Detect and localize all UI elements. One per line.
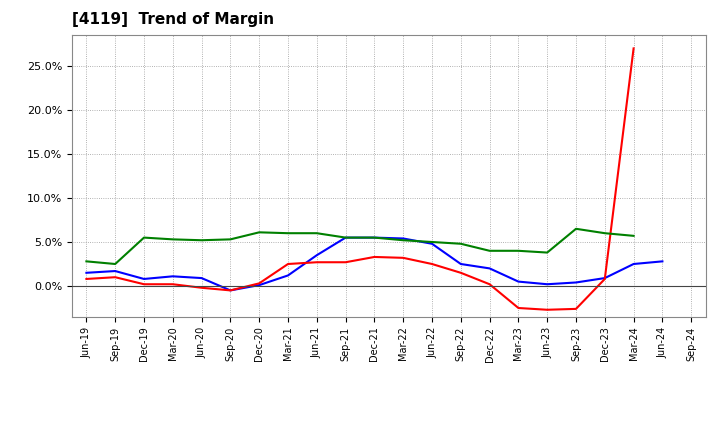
Net Income [428,261,436,267]
Ordinary Income [399,236,408,241]
Ordinary Income [629,261,638,267]
Operating Cashflow [140,235,148,240]
Ordinary Income [111,268,120,274]
Net Income [514,305,523,311]
Net Income [456,270,465,275]
Operating Cashflow [255,230,264,235]
Net Income [111,275,120,280]
Operating Cashflow [168,237,177,242]
Ordinary Income [514,279,523,284]
Operating Cashflow [428,239,436,245]
Ordinary Income [168,274,177,279]
Net Income [485,282,494,287]
Ordinary Income [543,282,552,287]
Text: [4119]  Trend of Margin: [4119] Trend of Margin [72,12,274,27]
Net Income [312,260,321,265]
Ordinary Income [284,273,292,278]
Net Income [168,282,177,287]
Ordinary Income [82,270,91,275]
Ordinary Income [255,282,264,288]
Operating Cashflow [370,235,379,240]
Operating Cashflow [312,231,321,236]
Operating Cashflow [456,241,465,246]
Ordinary Income [658,259,667,264]
Operating Cashflow [629,233,638,238]
Ordinary Income [312,253,321,258]
Net Income [600,276,609,282]
Net Income [284,261,292,267]
Net Income [399,255,408,260]
Net Income [82,276,91,282]
Operating Cashflow [341,235,350,240]
Net Income [543,307,552,312]
Operating Cashflow [111,261,120,267]
Ordinary Income [370,235,379,240]
Net Income [341,260,350,265]
Operating Cashflow [197,238,206,243]
Operating Cashflow [226,237,235,242]
Operating Cashflow [82,259,91,264]
Ordinary Income [140,276,148,282]
Line: Ordinary Income: Ordinary Income [86,238,662,290]
Ordinary Income [456,261,465,267]
Net Income [140,282,148,287]
Net Income [572,306,580,312]
Operating Cashflow [600,231,609,236]
Operating Cashflow [514,248,523,253]
Operating Cashflow [485,248,494,253]
Ordinary Income [197,275,206,281]
Operating Cashflow [284,231,292,236]
Ordinary Income [600,275,609,281]
Ordinary Income [428,241,436,246]
Operating Cashflow [543,250,552,255]
Net Income [197,285,206,290]
Line: Operating Cashflow: Operating Cashflow [86,229,634,264]
Ordinary Income [572,280,580,285]
Net Income [370,254,379,260]
Line: Net Income: Net Income [86,48,634,310]
Ordinary Income [341,235,350,240]
Operating Cashflow [572,226,580,231]
Ordinary Income [226,288,235,293]
Net Income [629,46,638,51]
Net Income [226,288,235,293]
Net Income [255,281,264,286]
Ordinary Income [485,266,494,271]
Operating Cashflow [399,238,408,243]
